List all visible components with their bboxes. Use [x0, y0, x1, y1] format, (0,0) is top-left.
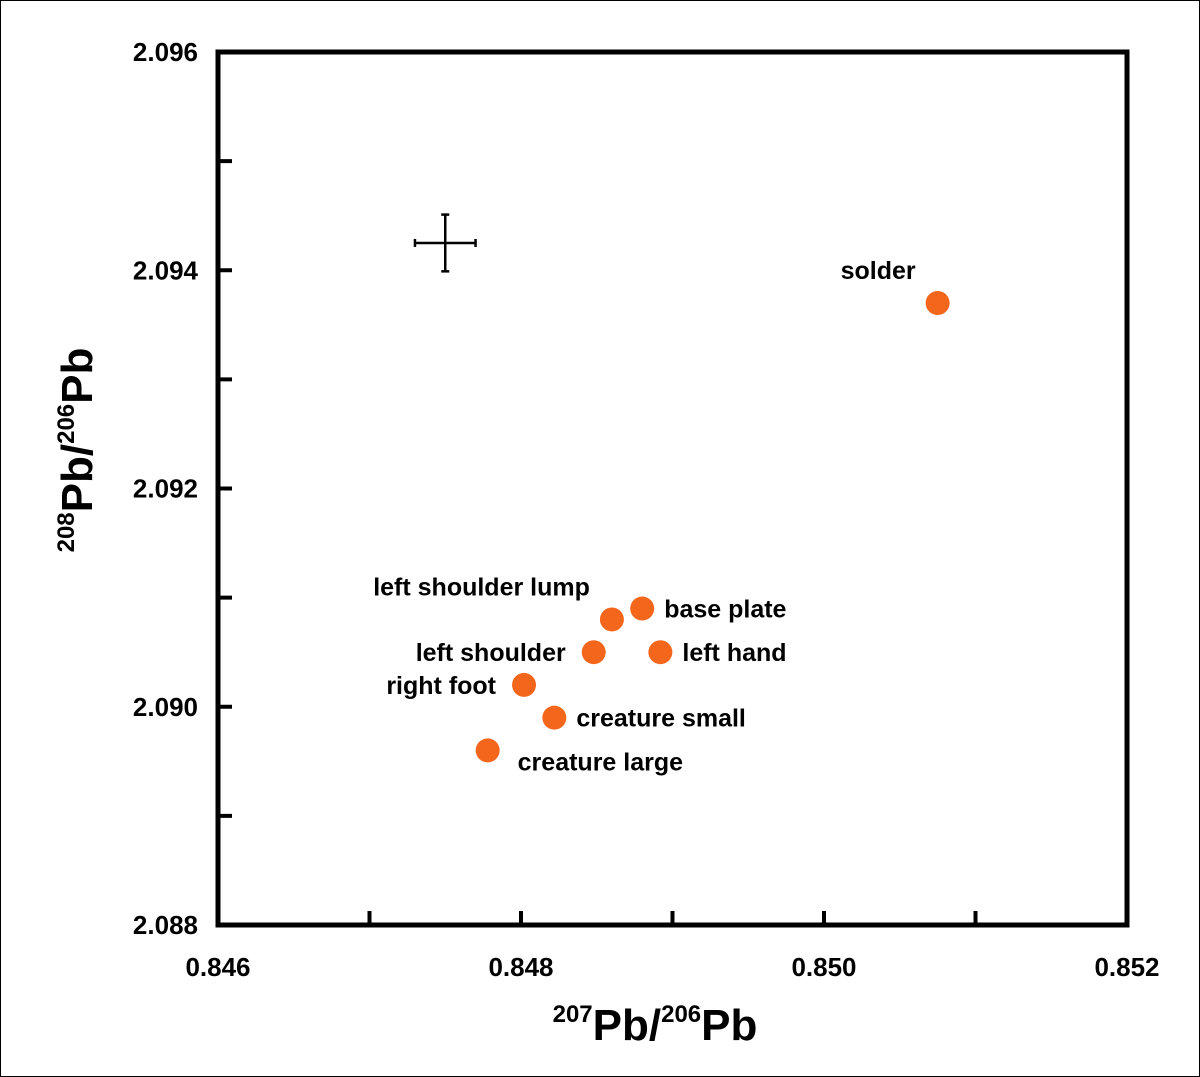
- point-label: solder: [841, 257, 916, 285]
- x-tick-label: 0.846: [185, 952, 250, 982]
- data-point: [542, 705, 567, 730]
- x-tick-label: 0.852: [1094, 952, 1159, 982]
- x-tick-label: 0.850: [791, 952, 856, 982]
- y-tick-label: 2.090: [133, 692, 198, 722]
- data-points: [475, 290, 950, 763]
- data-point: [581, 640, 606, 665]
- data-point: [599, 607, 624, 632]
- y-axis-title: 208Pb/206Pb: [53, 348, 102, 553]
- y-tick-label: 2.088: [133, 910, 198, 940]
- data-point: [648, 640, 673, 665]
- x-axis-title: 207Pb/206Pb: [553, 1001, 758, 1050]
- data-point: [512, 672, 537, 697]
- data-point: [630, 596, 655, 621]
- point-label: base plate: [664, 596, 786, 624]
- point-label: right foot: [386, 672, 496, 700]
- point-label: left shoulder: [416, 639, 566, 667]
- point-label: creature large: [518, 748, 683, 776]
- data-point: [475, 738, 500, 763]
- data-point: [925, 290, 950, 315]
- point-labels: solder left shoulder lump base plate left s…: [373, 257, 916, 776]
- plot-area: [215, 49, 1130, 928]
- x-tick-labels: 0.846 0.848 0.850 0.852: [185, 952, 1159, 982]
- point-label: left hand: [682, 639, 786, 667]
- y-tick-label: 2.096: [133, 37, 198, 67]
- error-bar: [413, 213, 477, 273]
- y-tick-labels: 2.088 2.090 2.092 2.094 2.096: [133, 37, 199, 940]
- y-tick-label: 2.094: [133, 255, 199, 285]
- x-tick-label: 0.848: [488, 952, 553, 982]
- point-label: left shoulder lump: [373, 573, 590, 601]
- point-label: creature small: [576, 705, 746, 733]
- y-tick-label: 2.092: [133, 474, 198, 504]
